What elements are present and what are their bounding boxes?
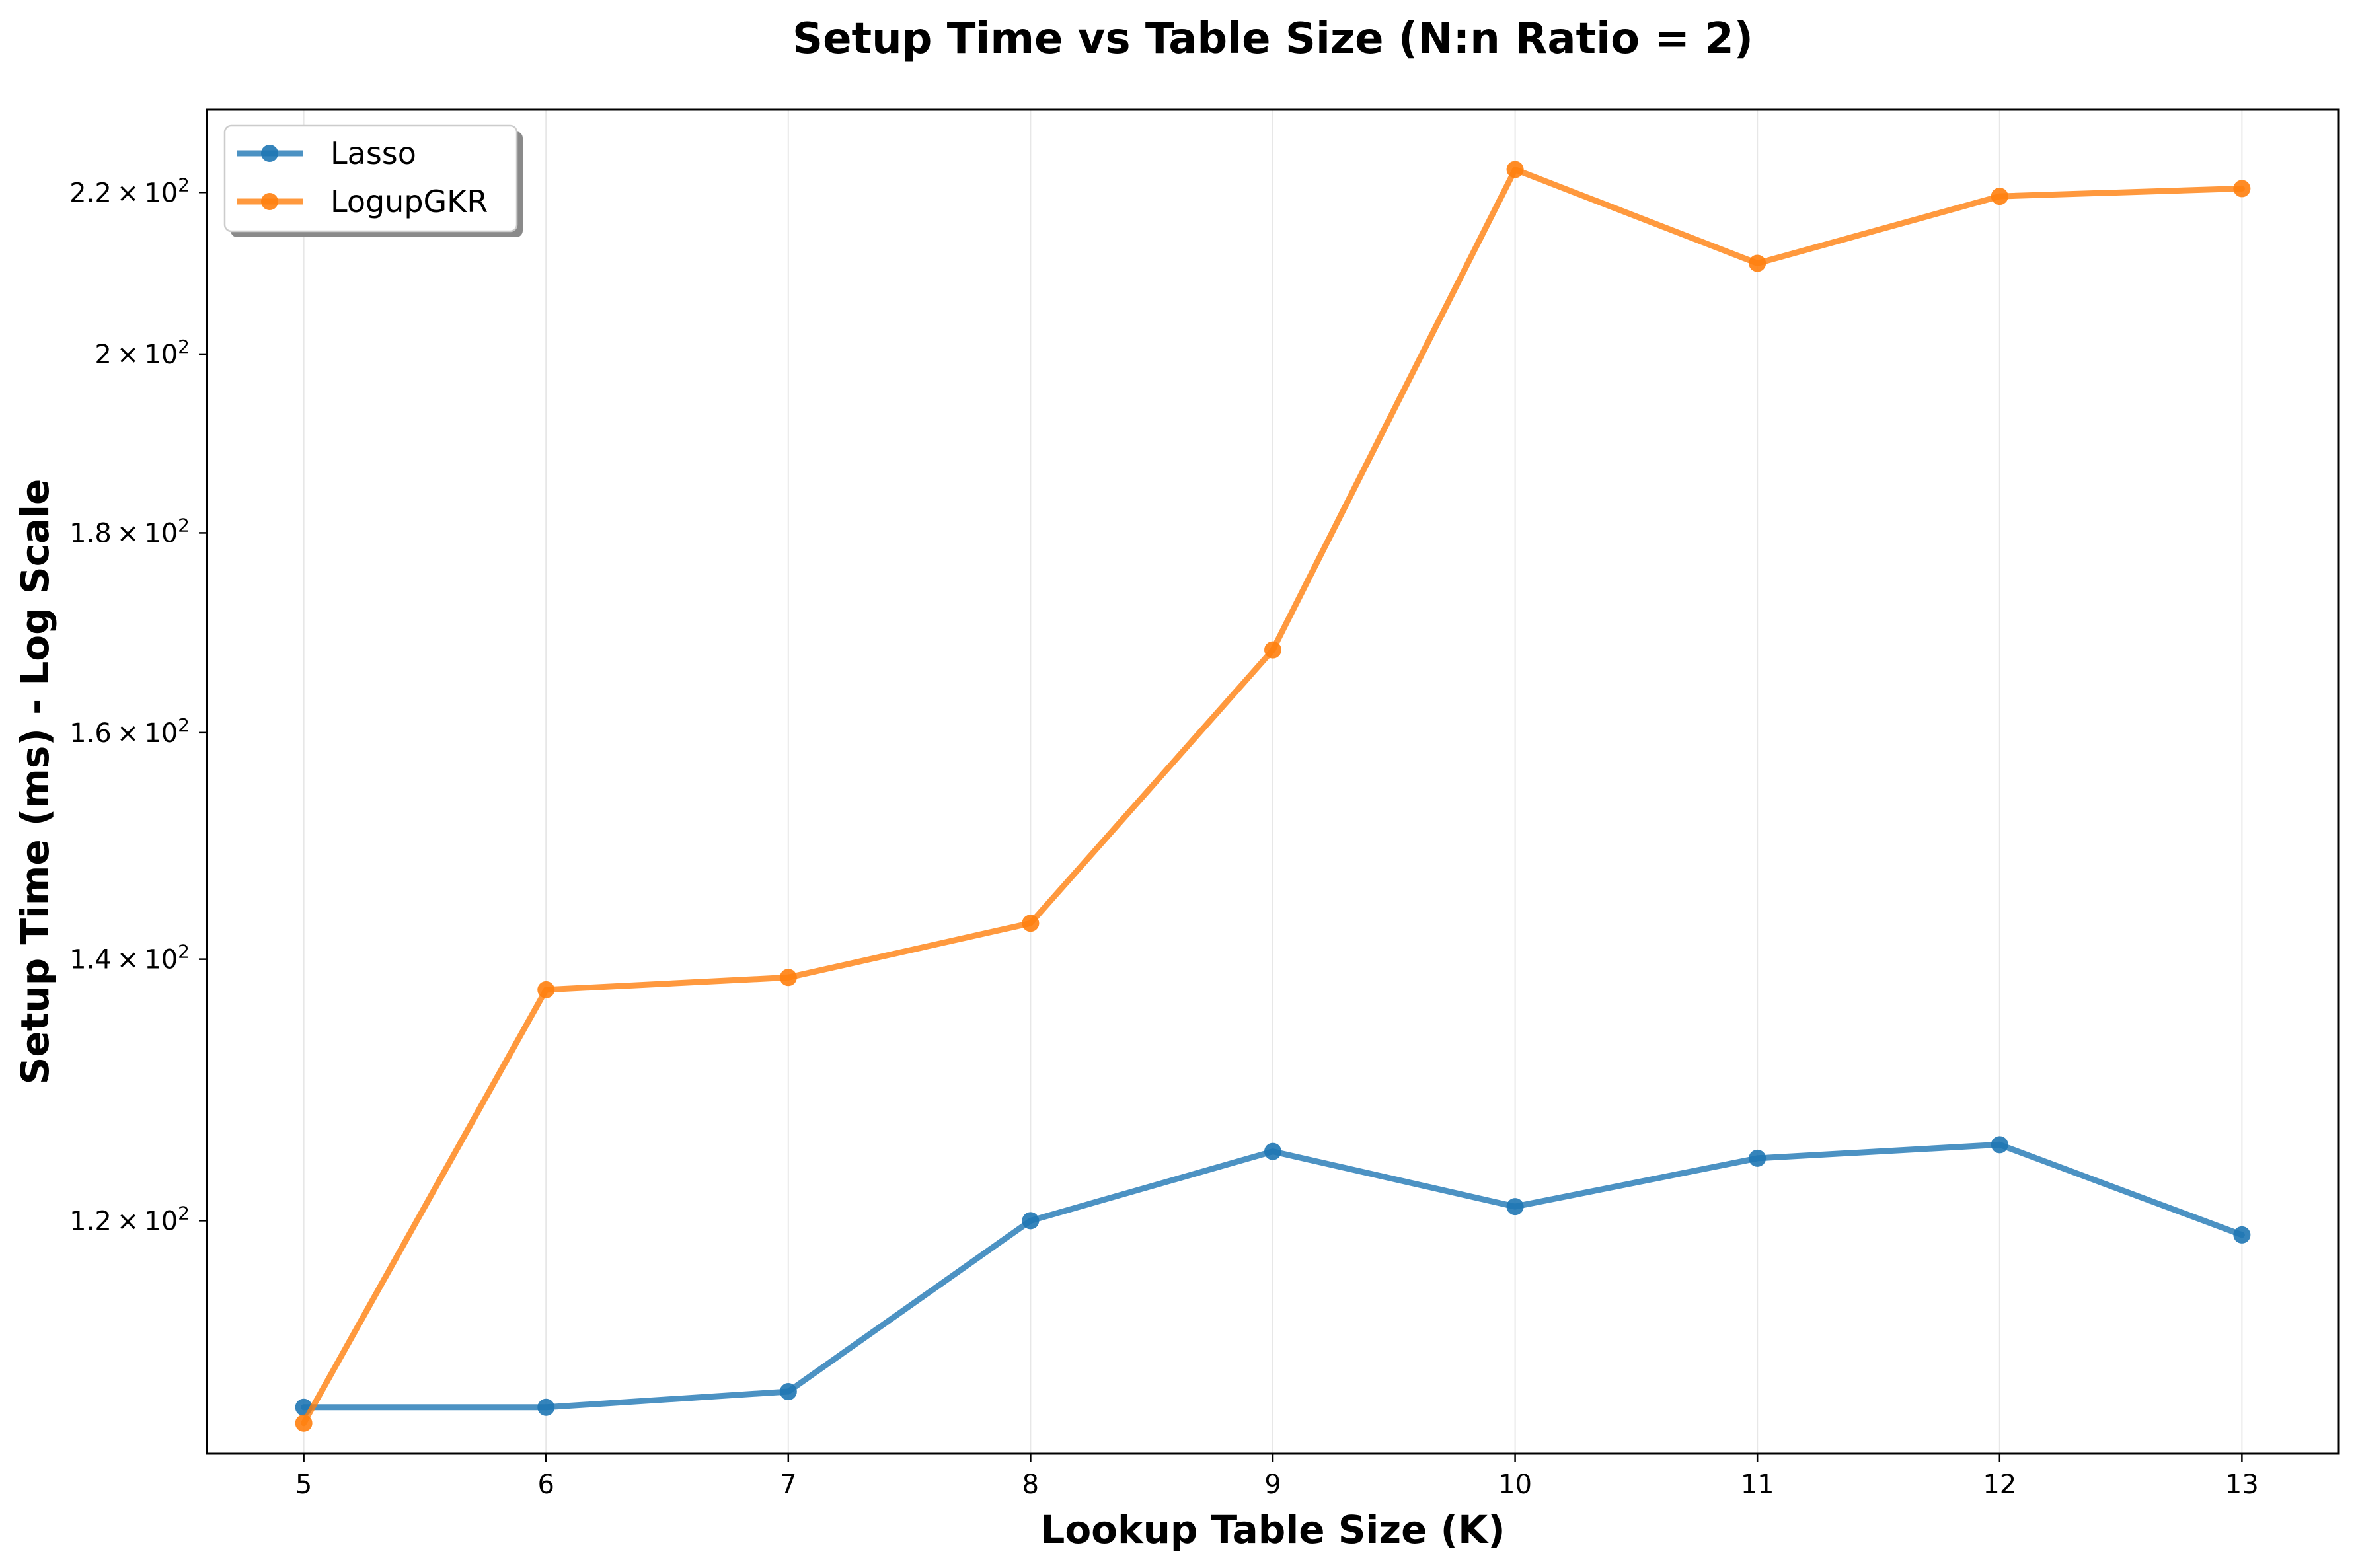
y-tick-label: 1.6 × 102 xyxy=(69,714,190,749)
data-point-lasso xyxy=(2233,1226,2251,1244)
data-point-logupgkr xyxy=(2233,180,2251,198)
x-tick-label: 5 xyxy=(295,1470,312,1500)
series-layer xyxy=(295,161,2251,1432)
data-point-lasso xyxy=(1022,1212,1040,1230)
y-tick-label: 2.2 × 102 xyxy=(69,174,190,208)
x-tick-label: 6 xyxy=(538,1470,554,1500)
x-axis-label: Lookup Table Size (K) xyxy=(1040,1507,1505,1552)
series-logupgkr xyxy=(295,161,2251,1432)
data-point-logupgkr xyxy=(1264,641,1281,659)
y-tick-label: 1.4 × 102 xyxy=(69,941,190,975)
data-point-lasso xyxy=(537,1398,555,1416)
data-point-logupgkr xyxy=(1506,161,1524,178)
x-tick-label: 7 xyxy=(780,1470,796,1500)
legend-marker-logupgkr xyxy=(261,193,278,210)
x-tick-label: 9 xyxy=(1264,1470,1281,1500)
chart-title: Setup Time vs Table Size (N:n Ratio = 2) xyxy=(792,15,1753,63)
x-tick-label: 8 xyxy=(1022,1470,1039,1500)
y-axis-label: Setup Time (ms) - Log Scale xyxy=(13,479,57,1085)
legend-label-lasso: Lasso xyxy=(330,135,416,171)
data-point-lasso xyxy=(1264,1142,1281,1160)
y-tick-label: 1.2 × 102 xyxy=(69,1202,190,1236)
y-tick-label: 1.8 × 102 xyxy=(69,514,190,548)
y-tick-label: 2 × 102 xyxy=(95,336,190,370)
legend-marker-lasso xyxy=(261,145,278,162)
data-point-lasso xyxy=(1506,1198,1524,1216)
x-tick-label: 10 xyxy=(1498,1470,1532,1500)
series-lasso xyxy=(295,1136,2251,1416)
data-point-logupgkr xyxy=(779,969,797,987)
data-point-logupgkr xyxy=(1022,915,1040,932)
y-axis: 1.2 × 102 1.4 × 102 1.6 × 102 1.8 × 102 2 × … xyxy=(69,174,207,1236)
data-point-logupgkr xyxy=(1749,254,1767,272)
gridlines xyxy=(303,110,2243,1454)
x-tick-label: 12 xyxy=(1983,1470,2016,1500)
x-tick-label: 11 xyxy=(1741,1470,1774,1500)
data-point-lasso xyxy=(1749,1149,1767,1167)
legend-label-logupgkr: LogupGKR xyxy=(330,184,488,219)
data-point-lasso xyxy=(1991,1136,2008,1154)
x-axis: 5 6 7 8 9 10 11 12 13 xyxy=(295,1454,2259,1500)
data-point-lasso xyxy=(779,1383,797,1401)
legend: Lasso LogupGKR xyxy=(223,124,523,237)
data-point-logupgkr xyxy=(537,981,555,998)
x-tick-label: 13 xyxy=(2225,1470,2259,1500)
data-point-logupgkr xyxy=(295,1414,313,1432)
data-point-logupgkr xyxy=(1991,188,2008,205)
